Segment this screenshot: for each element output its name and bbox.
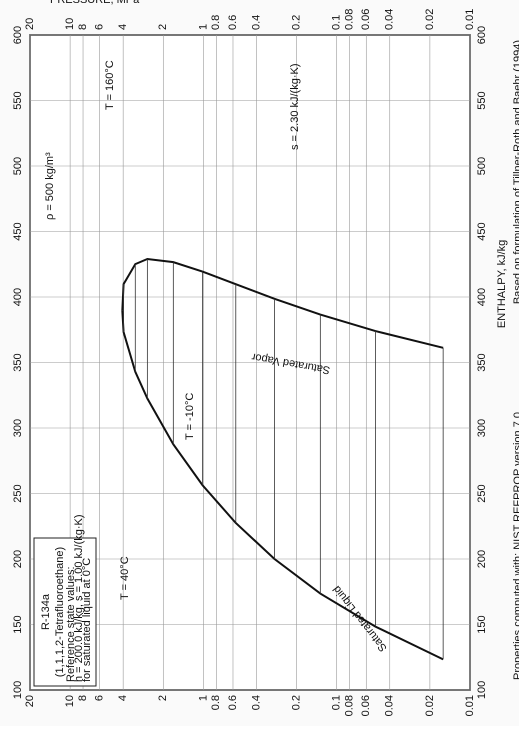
y-tick-label: 10 bbox=[64, 18, 76, 30]
y-tick-label: 0.4 bbox=[250, 15, 262, 30]
annotation: T = 160°C bbox=[104, 60, 116, 110]
y-tick-label: 0.04 bbox=[384, 695, 396, 716]
y-tick-label: 0.04 bbox=[384, 9, 396, 30]
x-tick-label: 550 bbox=[476, 91, 488, 109]
y-tick-label: 0.1 bbox=[331, 15, 343, 30]
y-tick-label: 0.4 bbox=[250, 695, 262, 710]
x-tick-label: 250 bbox=[476, 484, 488, 502]
y-tick-label: 0.08 bbox=[344, 695, 356, 716]
y-tick-label: 8 bbox=[77, 24, 89, 30]
y-tick-label: 2 bbox=[157, 24, 169, 30]
x-tick-label: 150 bbox=[12, 615, 24, 633]
y-tick-label: 0.02 bbox=[424, 695, 436, 716]
x-tick-label: 250 bbox=[12, 484, 24, 502]
y-tick-label: 1 bbox=[197, 24, 209, 30]
x-axis-title: ENTHALPY, kJ/kg bbox=[496, 240, 508, 328]
chart-subtitle: (1,1,1,2-Tetrafluoroethane) bbox=[54, 547, 66, 677]
reference-text: Reference state values: bbox=[65, 566, 77, 682]
y-tick-label: 0.2 bbox=[290, 15, 302, 30]
reference-text: for saturated liquid at 0°C bbox=[81, 558, 93, 682]
y-tick-label: 1 bbox=[197, 695, 209, 701]
x-tick-label: 100 bbox=[476, 681, 488, 699]
y-tick-label: 4 bbox=[117, 695, 129, 701]
y-tick-label: 0.01 bbox=[464, 695, 476, 716]
y-tick-label: 2 bbox=[157, 695, 169, 701]
y-tick-label: 6 bbox=[94, 695, 106, 701]
x-tick-label: 600 bbox=[476, 26, 488, 44]
y-tick-label: 6 bbox=[94, 24, 106, 30]
x-tick-label: 550 bbox=[12, 91, 24, 109]
x-tick-label: 350 bbox=[476, 353, 488, 371]
x-tick-label: 200 bbox=[12, 550, 24, 568]
x-tick-label: 300 bbox=[476, 419, 488, 437]
y-tick-label: 8 bbox=[77, 695, 89, 701]
footer-right: Based on formulation of Tillner-Roth and… bbox=[512, 40, 519, 304]
y-tick-label: 10 bbox=[64, 695, 76, 707]
x-tick-label: 400 bbox=[12, 288, 24, 306]
annotation: s = 2.30 kJ/(kg·K) bbox=[289, 63, 301, 150]
x-tick-label: 300 bbox=[12, 419, 24, 437]
annotation: T = 40°C bbox=[119, 556, 131, 600]
title-box bbox=[33, 537, 97, 687]
x-tick-label: 200 bbox=[476, 550, 488, 568]
y-tick-label: 0.1 bbox=[331, 695, 343, 710]
y-tick-label: 0.2 bbox=[290, 695, 302, 710]
annotation: ρ = 500 kg/m³ bbox=[44, 152, 56, 220]
y-tick-label: 0.6 bbox=[227, 695, 239, 710]
x-tick-label: 500 bbox=[476, 157, 488, 175]
y-tick-label: 0.8 bbox=[210, 695, 222, 710]
chart-title: R-134a bbox=[40, 593, 52, 630]
y-tick-label: 0.06 bbox=[360, 9, 372, 30]
footer-left: Properties computed with: NIST REFPROP v… bbox=[512, 412, 519, 680]
y-tick-label: 0.08 bbox=[344, 9, 356, 30]
x-tick-label: 100 bbox=[12, 681, 24, 699]
x-tick-label: 450 bbox=[476, 222, 488, 240]
x-tick-label: 600 bbox=[12, 26, 24, 44]
y-tick-label: 0.06 bbox=[360, 695, 372, 716]
x-tick-label: 150 bbox=[476, 615, 488, 633]
reference-text: h = 200.0 kJ/kg, s = 1.00 kJ/(kg·K) bbox=[73, 514, 85, 682]
y-tick-label: 0.01 bbox=[464, 9, 476, 30]
y-tick-label: 4 bbox=[117, 24, 129, 30]
x-tick-label: 350 bbox=[12, 353, 24, 371]
rotated-chart: 100 100 150 150 200 200 250 250 300 300 350 350 400 4… bbox=[12, 0, 519, 716]
y-tick-label: 0.6 bbox=[227, 15, 239, 30]
x-tick-label: 450 bbox=[12, 222, 24, 240]
y-tick-label: 0.02 bbox=[424, 9, 436, 30]
x-tick-label: 400 bbox=[476, 288, 488, 306]
annotation: T = -10°C bbox=[184, 393, 196, 440]
y-tick-label: 0.8 bbox=[210, 15, 222, 30]
y-tick-label: 20 bbox=[24, 18, 36, 30]
y-tick-label: 20 bbox=[24, 695, 36, 707]
y-axis-title: PRESSURE, MPa bbox=[50, 0, 140, 6]
x-tick-label: 500 bbox=[12, 157, 24, 175]
